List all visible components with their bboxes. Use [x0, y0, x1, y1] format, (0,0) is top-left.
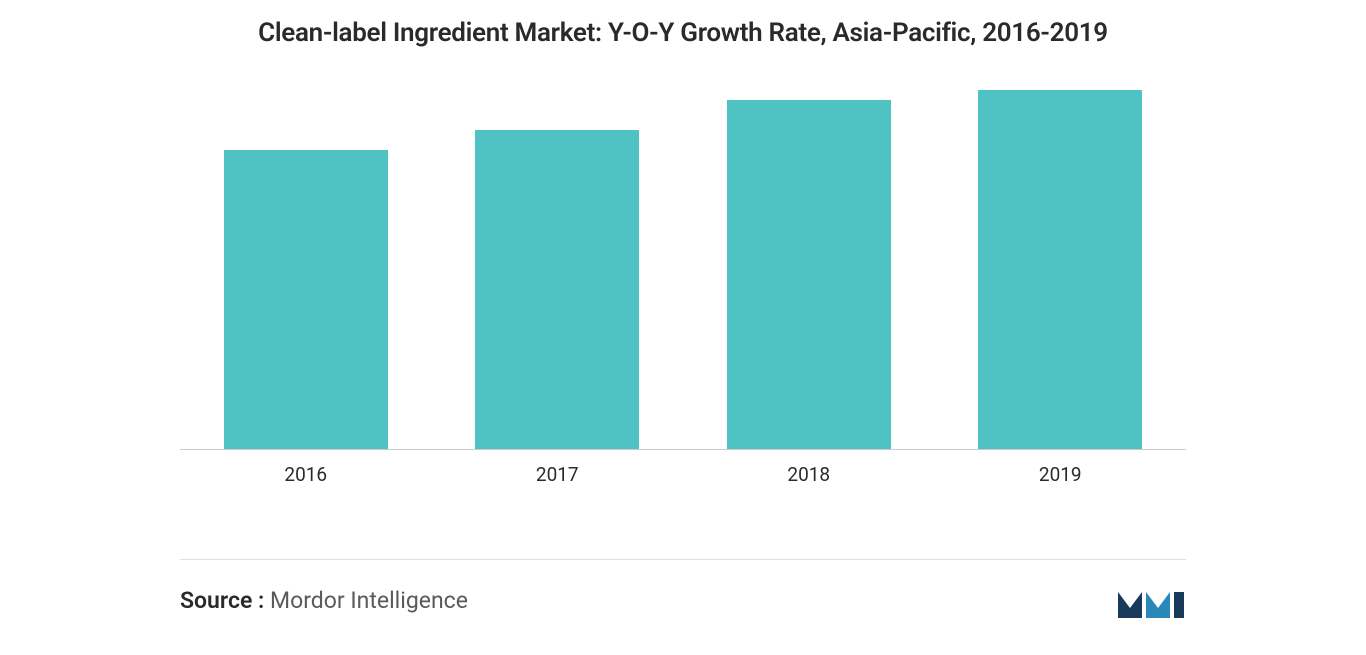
footer-divider — [180, 559, 1186, 560]
x-axis-labels: 2016 2017 2018 2019 — [180, 455, 1186, 495]
x-label-1: 2017 — [432, 455, 684, 486]
bar-2018 — [727, 100, 891, 450]
bar-group-0 — [180, 150, 432, 450]
source-label: Source : — [180, 587, 264, 614]
source-value: Mordor Intelligence — [270, 587, 468, 614]
x-label-3: 2019 — [935, 455, 1187, 486]
source-row: Source : Mordor Intelligence — [180, 580, 1186, 620]
chart-title: Clean-label Ingredient Market: Y-O-Y Gro… — [0, 18, 1366, 48]
chart-area: 2016 2017 2018 2019 — [180, 90, 1186, 495]
bar-group-1 — [432, 130, 684, 450]
bar-group-2 — [683, 100, 935, 450]
bar-2016 — [224, 150, 388, 450]
bar-2019 — [978, 90, 1142, 450]
source-text: Source : Mordor Intelligence — [180, 587, 468, 614]
chart-baseline — [180, 449, 1186, 450]
bar-2017 — [475, 130, 639, 450]
x-label-0: 2016 — [180, 455, 432, 486]
bars-container — [180, 90, 1186, 450]
bar-group-3 — [935, 90, 1187, 450]
x-label-2: 2018 — [683, 455, 935, 486]
mi-logo-icon — [1116, 580, 1186, 620]
